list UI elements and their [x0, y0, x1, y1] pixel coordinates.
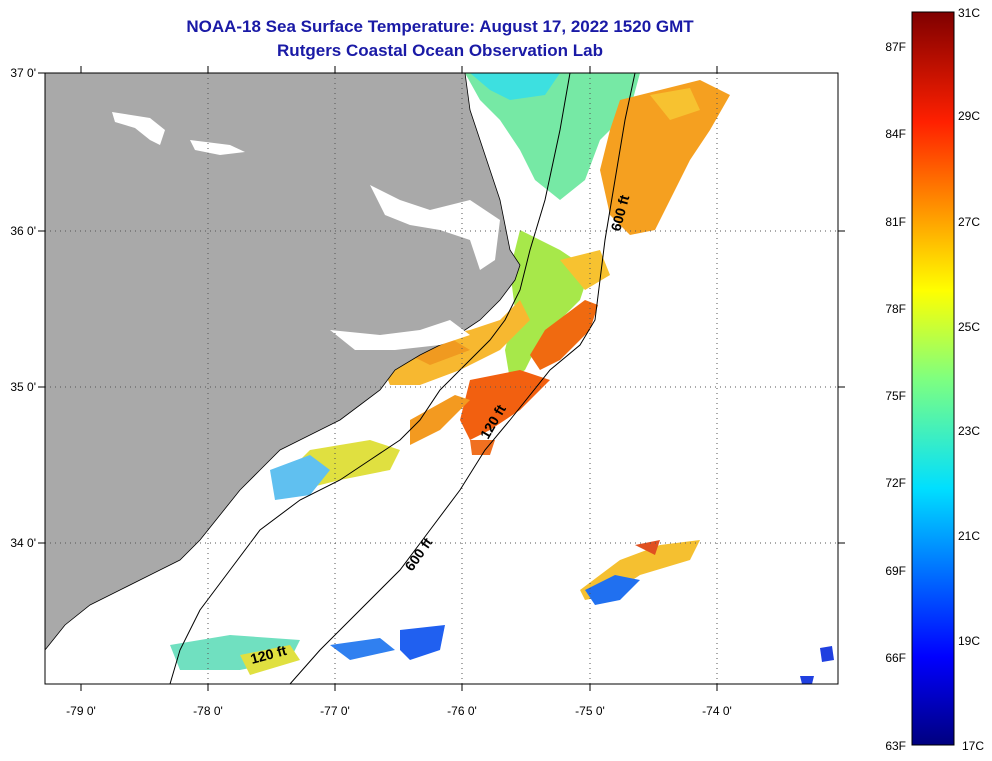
- colorbar-fahrenheit-label: 72F: [885, 476, 906, 490]
- colorbar-fahrenheit-label: 69F: [885, 564, 906, 578]
- colorbar-celsius-label: 31C: [958, 6, 980, 20]
- colorbar-celsius-label: 17C: [962, 739, 984, 753]
- lon-label: -77 0': [320, 704, 350, 718]
- map-frame: [44, 72, 839, 685]
- lon-label: -75 0': [575, 704, 605, 718]
- chart-title: NOAA-18 Sea Surface Temperature: August …: [186, 17, 694, 36]
- lat-label: 36 0': [10, 224, 36, 238]
- axis-ticks: [38, 66, 845, 691]
- sst-data-layer: [170, 73, 834, 684]
- colorbar-fahrenheit-label: 63F: [885, 739, 906, 753]
- colorbar-celsius-label: 29C: [958, 109, 980, 123]
- grid-lines: [45, 73, 838, 684]
- colorbar-celsius-label: 27C: [958, 215, 980, 229]
- bathymetry-contours: [169, 73, 636, 684]
- colorbar-fahrenheit-label: 78F: [885, 302, 906, 316]
- colorbar-fahrenheit-label: 81F: [885, 215, 906, 229]
- colorbar-celsius-label: 25C: [958, 320, 980, 334]
- lon-label: -76 0': [447, 704, 477, 718]
- colorbar-fahrenheit-label: 84F: [885, 127, 906, 141]
- lat-label: 35 0': [10, 380, 36, 394]
- colorbar-celsius-label: 19C: [958, 634, 980, 648]
- lat-label: 37 0': [10, 66, 36, 80]
- colorbar-fahrenheit-label: 66F: [885, 651, 906, 665]
- colorbar-fahrenheit-label: 75F: [885, 389, 906, 403]
- colorbar-celsius-label: 23C: [958, 424, 980, 438]
- chart-subtitle: Rutgers Coastal Ocean Observation Lab: [277, 41, 603, 60]
- lon-label: -74 0': [702, 704, 732, 718]
- colorbar: [911, 11, 955, 746]
- lon-label: -79 0': [66, 704, 96, 718]
- lat-label: 34 0': [10, 536, 36, 550]
- colorbar-fahrenheit-label: 87F: [885, 40, 906, 54]
- colorbar-celsius-label: 21C: [958, 529, 980, 543]
- lon-label: -78 0': [193, 704, 223, 718]
